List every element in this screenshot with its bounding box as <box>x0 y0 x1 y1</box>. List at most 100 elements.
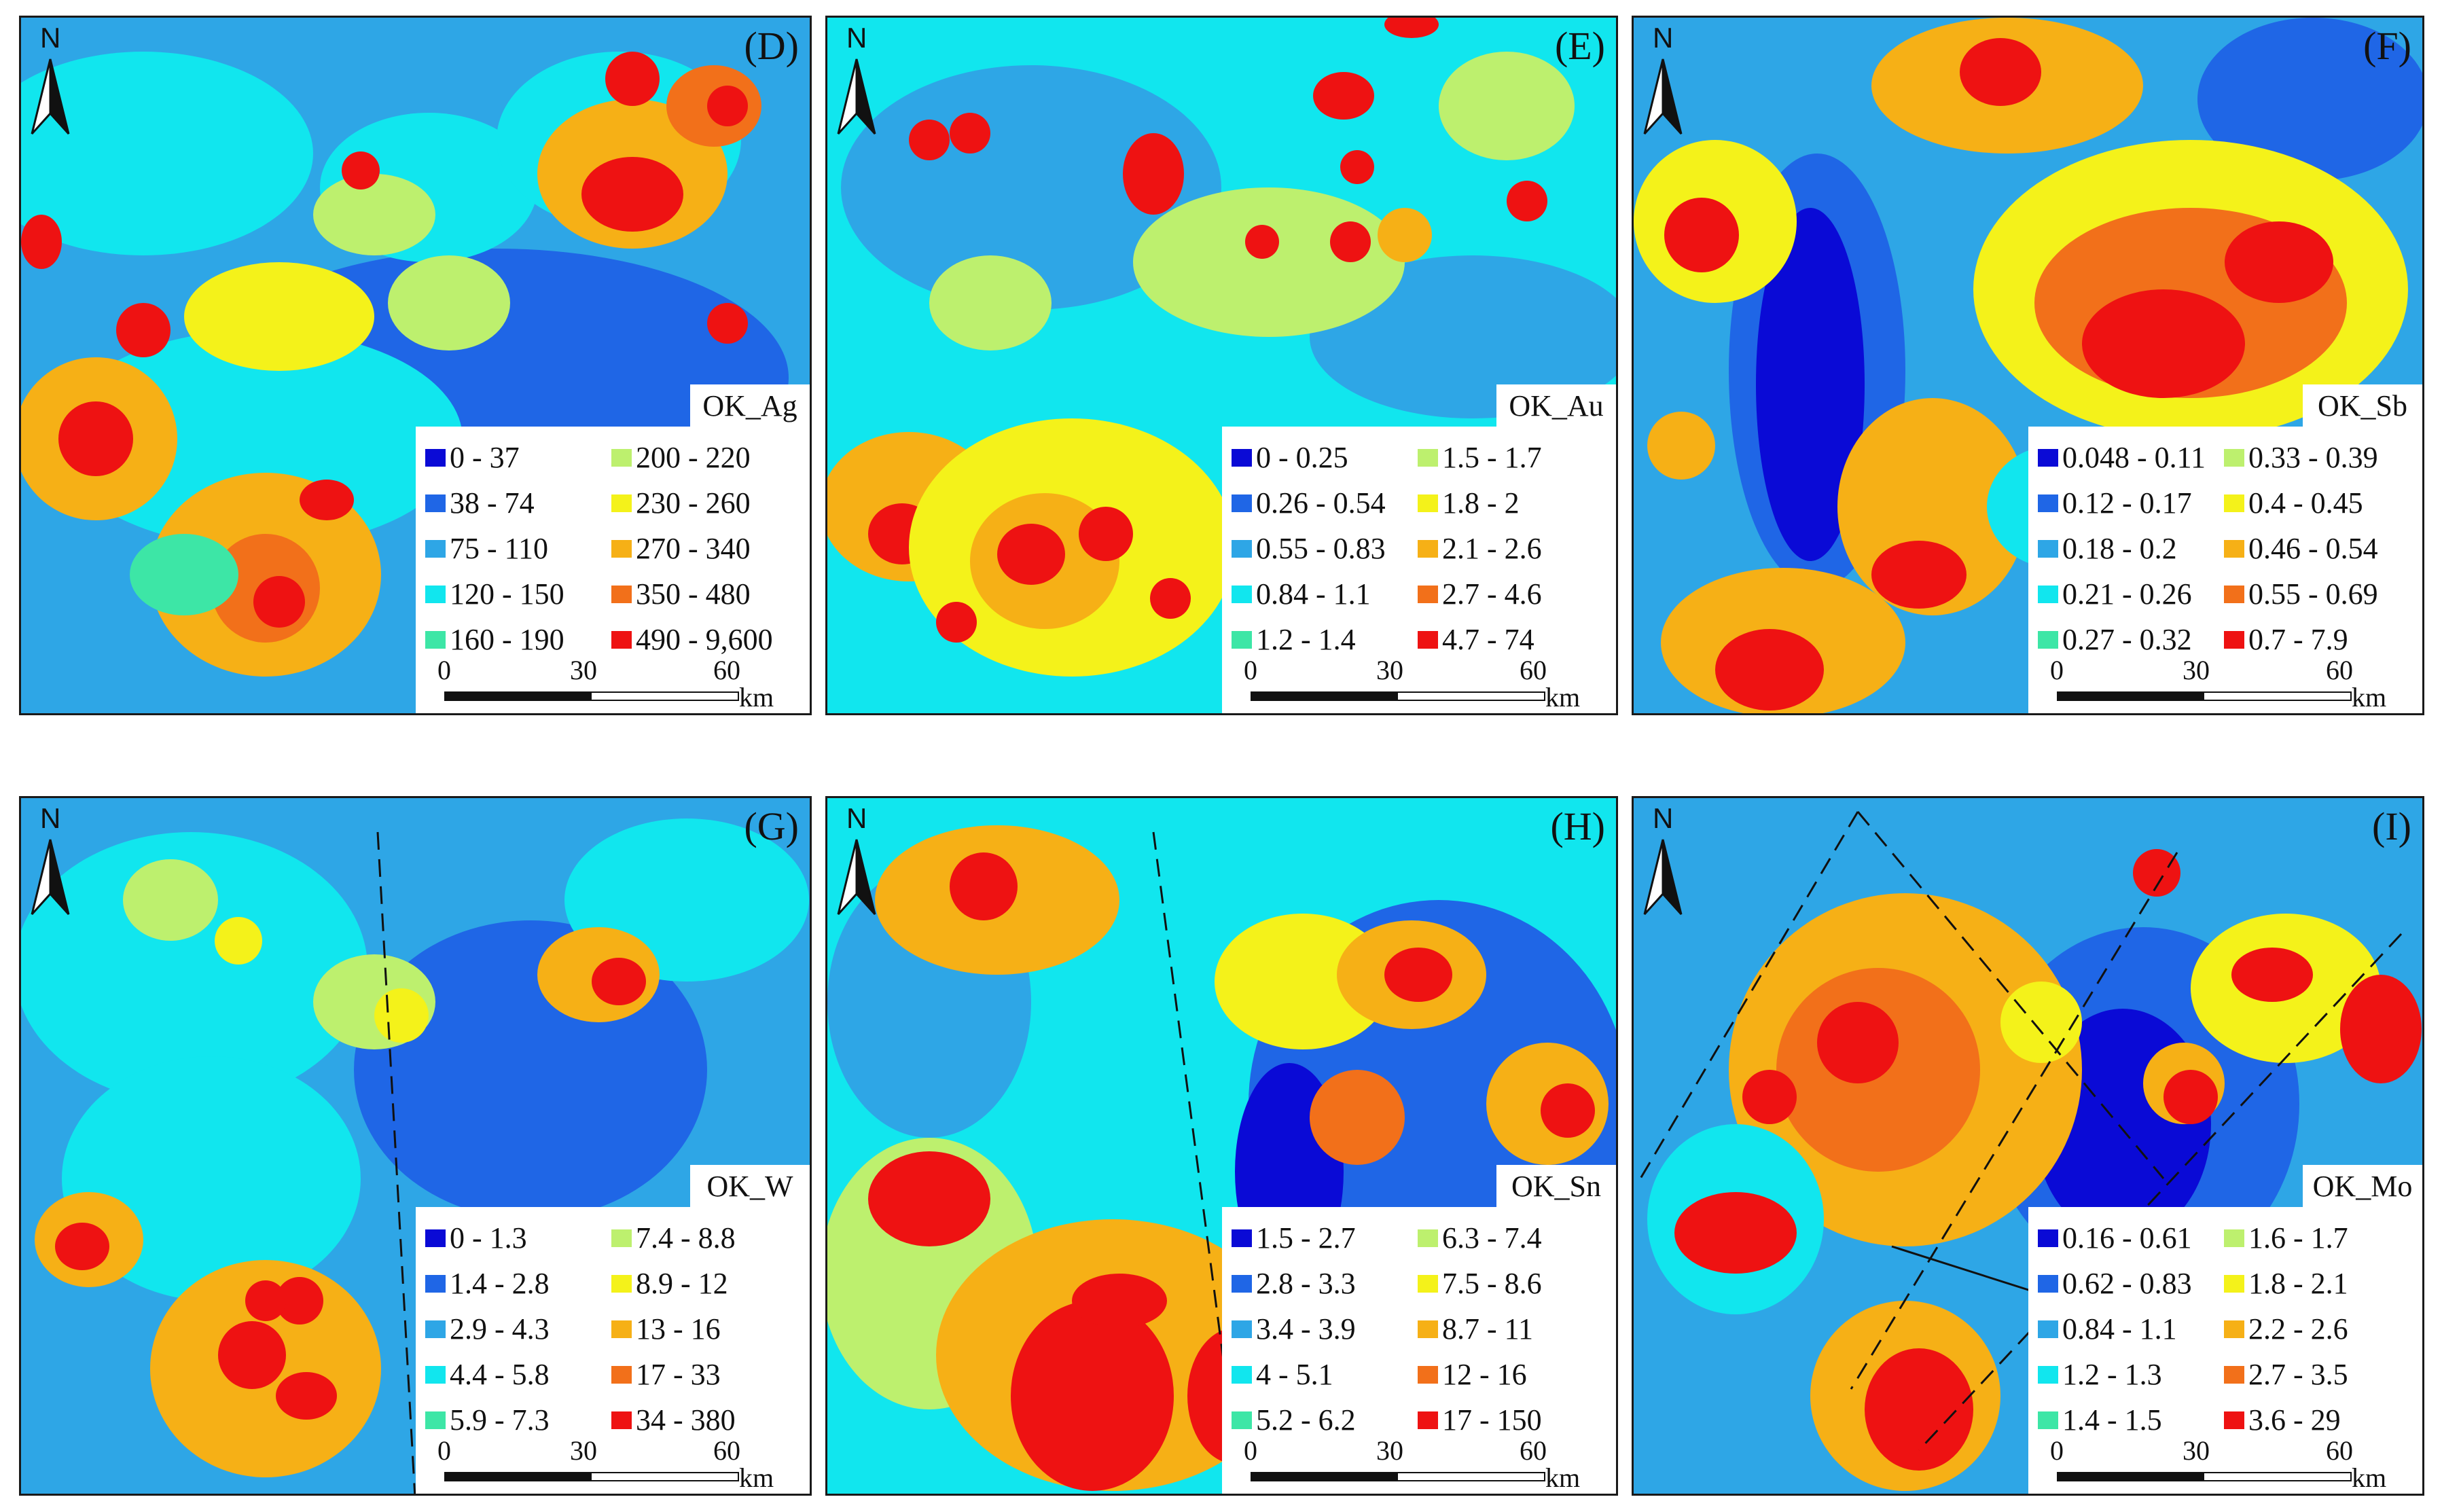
map-panel-i: N (I) OK_Mo 0.16 - 0.61 1.6 - 1.7 0.62 - 0… <box>1632 796 2424 1496</box>
legend: 1.5 - 2.7 6.3 - 7.4 2.8 - 3.3 7.5 - 8.6 3.4 … <box>1222 1207 1616 1494</box>
legend-item: 7.4 - 8.8 <box>611 1215 802 1261</box>
legend-item: 38 - 74 <box>425 480 611 526</box>
legend-item: 350 - 480 <box>611 571 802 617</box>
legend-item: 0.12 - 0.17 <box>2038 480 2224 526</box>
panel-letter: (I) <box>2372 804 2411 848</box>
legend-swatch <box>2038 1320 2058 1338</box>
north-label: N <box>1653 802 1674 834</box>
heatmap-f <box>1634 18 2422 713</box>
legend-label: 0.33 - 0.39 <box>2248 441 2378 474</box>
north-label: N <box>1653 22 1674 54</box>
north-label: N <box>40 802 61 834</box>
legend-label: 1.4 - 2.8 <box>450 1267 550 1300</box>
legend-swatch <box>425 494 446 512</box>
scale-bar: 0 30 60 km <box>1244 654 1580 713</box>
legend-label: 0.16 - 0.61 <box>2062 1221 2192 1255</box>
legend-swatch <box>1232 539 1252 558</box>
legend-item: 0.62 - 0.83 <box>2038 1261 2224 1306</box>
legend-swatch <box>2038 585 2058 603</box>
legend-item: 1.2 - 1.3 <box>2038 1352 2224 1397</box>
legend-label: 4 - 5.1 <box>1256 1358 1333 1391</box>
legend-swatch <box>611 448 632 467</box>
legend-grid: 1.5 - 2.7 6.3 - 7.4 2.8 - 3.3 7.5 - 8.6 3.4 … <box>1232 1215 1608 1443</box>
scale-bar-graphic <box>1251 691 1545 701</box>
legend-item: 17 - 33 <box>611 1352 802 1397</box>
legend-label: 75 - 110 <box>450 532 549 565</box>
north-arrow-icon <box>31 839 70 916</box>
legend-swatch <box>1418 1365 1438 1384</box>
legend-swatch <box>1232 494 1252 512</box>
legend-item: 0.4 - 0.45 <box>2224 480 2414 526</box>
scale-bar: 0 30 60 km <box>2050 1435 2386 1494</box>
scale-tick-0: 0 <box>1244 1435 1257 1466</box>
legend-item: 160 - 190 <box>425 617 611 662</box>
legend-item: 8.9 - 12 <box>611 1261 802 1306</box>
legend-label: 8.7 - 11 <box>1442 1312 1534 1346</box>
legend-label: 0.27 - 0.32 <box>2062 623 2192 656</box>
legend: 0 - 0.25 1.5 - 1.7 0.26 - 0.54 1.8 - 2 0.55 … <box>1222 427 1616 713</box>
legend-item: 4.7 - 74 <box>1418 617 1608 662</box>
legend-label: 120 - 150 <box>450 577 564 611</box>
legend-swatch <box>1418 1229 1438 1247</box>
legend-swatch <box>2224 630 2244 649</box>
legend-label: 0 - 37 <box>450 441 520 474</box>
legend-swatch <box>425 1365 446 1384</box>
legend-label: 13 - 16 <box>636 1312 721 1346</box>
legend-swatch <box>425 448 446 467</box>
legend-item: 13 - 16 <box>611 1306 802 1352</box>
north-arrow-icon <box>31 58 70 135</box>
legend: 0.048 - 0.11 0.33 - 0.39 0.12 - 0.17 0.4 - … <box>2028 427 2422 713</box>
legend-label: 5.9 - 7.3 <box>450 1403 550 1437</box>
legend-item: 0.55 - 0.83 <box>1232 526 1418 571</box>
legend-grid: 0.16 - 0.61 1.6 - 1.7 0.62 - 0.83 1.8 - 2.1… <box>2038 1215 2414 1443</box>
heatmap-i <box>1639 811 2422 1491</box>
legend-label: 0.84 - 1.1 <box>2062 1312 2177 1346</box>
legend-label: 0.12 - 0.17 <box>2062 486 2192 520</box>
legend-item: 0.21 - 0.26 <box>2038 571 2224 617</box>
legend-label: 2.8 - 3.3 <box>1256 1267 1356 1300</box>
legend-label: 0.21 - 0.26 <box>2062 577 2192 611</box>
legend-item: 12 - 16 <box>1418 1352 1608 1397</box>
legend-item: 2.7 - 4.6 <box>1418 571 1608 617</box>
legend-swatch <box>611 539 632 558</box>
legend-item: 0 - 0.25 <box>1232 435 1418 480</box>
scale-unit: km <box>739 682 774 713</box>
legend-label: 230 - 260 <box>636 486 751 520</box>
legend-item: 270 - 340 <box>611 526 802 571</box>
legend-item: 34 - 380 <box>611 1397 802 1443</box>
legend-item: 230 - 260 <box>611 480 802 526</box>
legend-label: 12 - 16 <box>1442 1358 1527 1391</box>
legend-swatch <box>2224 1365 2244 1384</box>
legend-swatch <box>2224 1320 2244 1338</box>
legend-label: 0.18 - 0.2 <box>2062 532 2177 565</box>
legend-grid: 0 - 1.3 7.4 - 8.8 1.4 - 2.8 8.9 - 12 2.9 - 4… <box>425 1215 802 1443</box>
legend: 0.16 - 0.61 1.6 - 1.7 0.62 - 0.83 1.8 - 2.1… <box>2028 1207 2422 1494</box>
legend-swatch <box>1418 585 1438 603</box>
legend-item: 490 - 9,600 <box>611 617 802 662</box>
legend-label: 0.46 - 0.54 <box>2248 532 2378 565</box>
legend-swatch <box>2224 1411 2244 1429</box>
legend-label: 2.9 - 4.3 <box>450 1312 550 1346</box>
legend-swatch <box>2224 494 2244 512</box>
panel-letter: (D) <box>744 24 799 68</box>
legend-label: 2.7 - 4.6 <box>1442 577 1542 611</box>
legend-item: 2.2 - 2.6 <box>2224 1306 2414 1352</box>
legend-label: 2.2 - 2.6 <box>2248 1312 2348 1346</box>
legend-swatch <box>1232 1274 1252 1293</box>
scale-tick-60: 60 <box>2326 655 2353 685</box>
legend-item: 17 - 150 <box>1418 1397 1608 1443</box>
legend-label: 270 - 340 <box>636 532 751 565</box>
scale-tick-0: 0 <box>1244 655 1257 685</box>
legend-item: 3.4 - 3.9 <box>1232 1306 1418 1352</box>
north-arrow: N <box>1638 22 1688 137</box>
legend-swatch <box>611 1365 632 1384</box>
scale-bar-graphic <box>2057 1472 2352 1481</box>
legend-swatch <box>1232 1320 1252 1338</box>
legend-item: 0.55 - 0.69 <box>2224 571 2414 617</box>
scale-unit: km <box>2352 1462 2387 1493</box>
scale-tick-30: 30 <box>2183 1435 2210 1466</box>
map-panel-e: N (E) OK_Au 0 - 0.25 1.5 - 1.7 0.26 - 0.54… <box>825 16 1618 715</box>
scale-unit: km <box>1545 1462 1581 1493</box>
legend-swatch <box>425 1229 446 1247</box>
north-label: N <box>846 802 867 834</box>
